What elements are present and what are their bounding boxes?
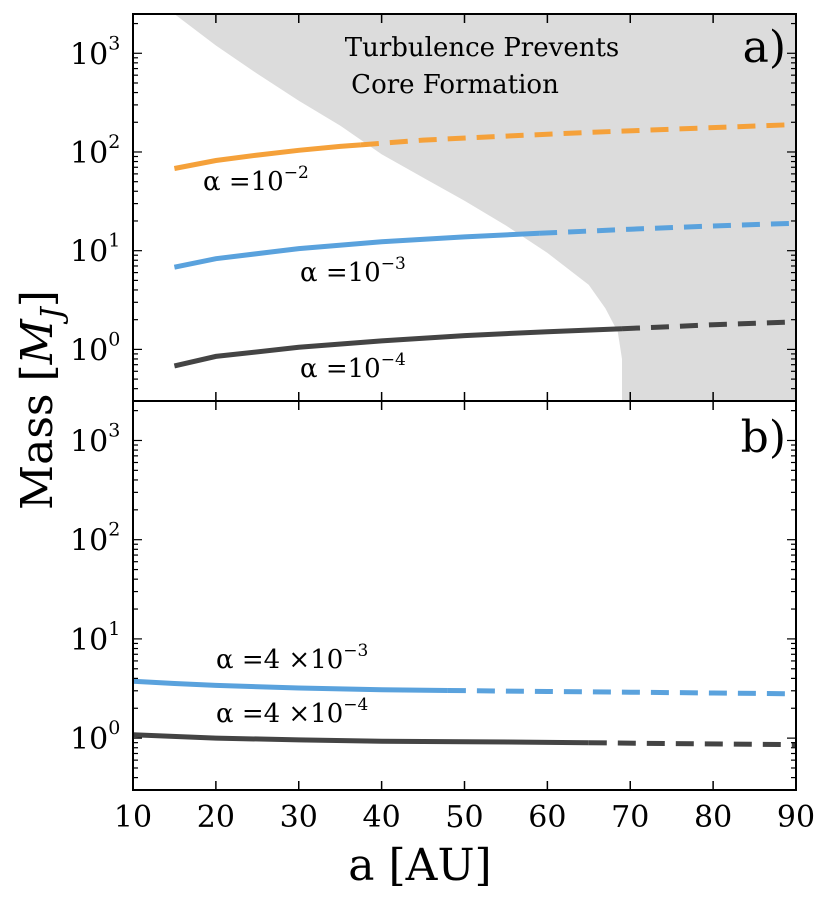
panel-b-ticks: 10 20 30 40 50 60 70 80 90 100 101 102 103	[70, 401, 815, 835]
y-tick-label: 102	[70, 519, 120, 559]
panel-a-series	[173, 122, 796, 369]
x-tick-label: 20	[197, 800, 235, 835]
y-tick-label: 103	[70, 32, 120, 72]
panel-a-series-2-solid-line	[173, 326, 623, 369]
x-tick-label: 90	[777, 800, 815, 835]
x-axis-title: a [AU]	[348, 840, 491, 891]
panel-b-series-0-dashed-line	[447, 688, 796, 697]
panel-b-series-1-dashed-line	[588, 740, 796, 748]
series-label-alpha-1e-4: α =10−4	[300, 350, 406, 384]
x-tick-label: 30	[280, 800, 318, 835]
x-tick-label: 10	[114, 800, 152, 835]
y-tick-label: 101	[70, 618, 120, 658]
shaded-region-label-line1: Turbulence Prevents	[345, 33, 620, 63]
y-tick-label: 102	[70, 131, 120, 171]
y-tick-label: 103	[70, 419, 120, 459]
panel-b-series	[133, 678, 796, 748]
y-tick-label: 100	[70, 717, 120, 757]
series-label-alpha-4e-4: α =4 ×10−4	[216, 695, 368, 729]
panel-b-series-1-solid-line	[133, 732, 589, 746]
panel-a-series-0-dashed-line	[360, 122, 796, 148]
panel-b-frame	[132, 400, 797, 791]
series-label-alpha-1e-2: α =10−2	[203, 163, 309, 197]
panel-b-series-0-solid-line	[133, 678, 448, 693]
panel-label-b: b)	[741, 412, 786, 463]
series-label-alpha-1e-3: α =10−3	[300, 254, 406, 288]
x-tick-label: 40	[363, 800, 401, 835]
y-tick-label: 100	[70, 328, 120, 368]
panel-a-series-1-dashed-line	[538, 220, 796, 236]
panel-a-series-2-dashed-line	[621, 319, 796, 332]
shaded-region-label-line2: Core Formation	[351, 70, 559, 100]
panel-a: Turbulence Prevents Core Formation a) α …	[70, 13, 797, 402]
panel-label-a: a)	[743, 22, 786, 73]
panel-a-series-0-solid-line	[173, 142, 362, 171]
x-tick-label: 60	[528, 800, 566, 835]
y-tick-label: 101	[70, 230, 120, 270]
y-axis-title: Mass[MJ]	[12, 290, 70, 510]
series-label-alpha-4e-3: α =4 ×10−3	[216, 641, 368, 675]
panel-b: b) α =4 ×10−3 α =4 ×10−4 10 20 30 40 50 60 70 8…	[70, 400, 815, 835]
panel-a-series-1-solid-line	[173, 230, 540, 270]
turbulence-shaded-region	[174, 14, 796, 401]
x-tick-label: 50	[445, 800, 483, 835]
x-tick-label: 80	[694, 800, 732, 835]
x-tick-label: 70	[611, 800, 649, 835]
